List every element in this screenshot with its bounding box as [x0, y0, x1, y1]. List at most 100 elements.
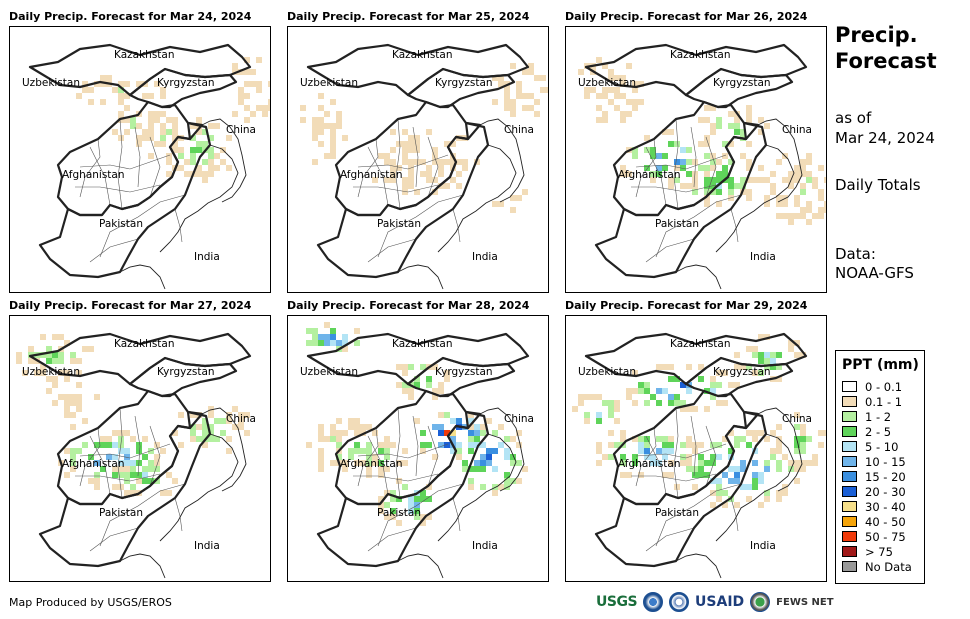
- legend-label: 2 - 5: [865, 424, 892, 439]
- usgs-logo: USGS: [596, 594, 638, 610]
- as-of-date: Mar 24, 2024: [835, 129, 935, 147]
- country-label-afghanistan: Afghanistan: [618, 169, 681, 181]
- legend-item: 40 - 50: [842, 514, 924, 529]
- totals-label: Daily Totals: [835, 176, 921, 194]
- country-label-india: India: [750, 540, 776, 552]
- legend-item: 0.1 - 1: [842, 394, 924, 409]
- country-label-afghanistan: Afghanistan: [340, 458, 403, 470]
- country-label-kazakhstan: Kazakhstan: [392, 49, 453, 61]
- border-layer: [584, 43, 808, 290]
- legend-label: 10 - 15: [865, 454, 906, 469]
- legend-label: 20 - 30: [865, 484, 906, 499]
- country-label-afghanistan: Afghanistan: [340, 169, 403, 181]
- fews-globe-icon: [750, 592, 771, 612]
- map-canvas: Kazakhstan Uzbekistan Kyrgyzstan China Afgha…: [578, 43, 826, 290]
- legend-label: 30 - 40: [865, 499, 906, 514]
- legend-swatch: [842, 516, 857, 527]
- data-source: NOAA-GFS: [835, 264, 914, 282]
- border-layer: [306, 332, 530, 579]
- country-label-china: China: [504, 124, 534, 136]
- usaid-logo: USAID: [695, 594, 745, 610]
- state-seal-icon: [669, 592, 690, 612]
- legend-label: 1 - 2: [865, 409, 892, 424]
- forecast-panel-5: Daily Precip. Forecast for Mar 28, 2024 …: [287, 299, 549, 582]
- panel-title: Daily Precip. Forecast for Mar 29, 2024: [565, 299, 808, 312]
- legend-item: 0 - 0.1: [842, 379, 924, 394]
- country-label-kazakhstan: Kazakhstan: [670, 49, 731, 61]
- country-label-kazakhstan: Kazakhstan: [392, 338, 453, 350]
- map-canvas: Kazakhstan Uzbekistan Kyrgyzstan China Afgha…: [22, 43, 270, 290]
- country-label-india: India: [472, 251, 498, 263]
- forecast-map: Kazakhstan Uzbekistan Kyrgyzstan China Afgha…: [9, 315, 271, 582]
- legend-label: 50 - 75: [865, 529, 906, 544]
- border-layer: [584, 332, 808, 579]
- legend-swatch: [842, 456, 857, 467]
- legend-item: 30 - 40: [842, 499, 924, 514]
- legend-item: No Data: [842, 559, 924, 574]
- country-label-china: China: [226, 124, 256, 136]
- country-label-india: India: [472, 540, 498, 552]
- noaa-logo-icon: [643, 592, 664, 612]
- country-label-kyrgyzstan: Kyrgyzstan: [713, 77, 771, 89]
- legend-item: 1 - 2: [842, 409, 924, 424]
- legend-item: 5 - 10: [842, 439, 924, 454]
- forecast-map: Kazakhstan Uzbekistan Kyrgyzstan China Afgha…: [565, 26, 827, 293]
- legend-swatch: [842, 531, 857, 542]
- country-label-uzbekistan: Uzbekistan: [578, 366, 636, 378]
- map-canvas: Kazakhstan Uzbekistan Kyrgyzstan China Afgha…: [300, 43, 548, 290]
- legend-label: 5 - 10: [865, 439, 899, 454]
- country-label-pakistan: Pakistan: [377, 507, 421, 519]
- country-label-kazakhstan: Kazakhstan: [114, 49, 175, 61]
- forecast-panel-1: Daily Precip. Forecast for Mar 24, 2024 …: [9, 10, 271, 293]
- legend-label: 0 - 0.1: [865, 379, 903, 394]
- precip-layer: [300, 63, 548, 213]
- legend-title: PPT (mm): [842, 357, 919, 373]
- country-label-pakistan: Pakistan: [377, 218, 421, 230]
- country-label-uzbekistan: Uzbekistan: [22, 77, 80, 89]
- legend-item: 2 - 5: [842, 424, 924, 439]
- legend-label: 0.1 - 1: [865, 394, 903, 409]
- legend-item: 10 - 15: [842, 454, 924, 469]
- country-label-pakistan: Pakistan: [655, 218, 699, 230]
- legend-item: 20 - 30: [842, 484, 924, 499]
- forecast-panel-2: Daily Precip. Forecast for Mar 25, 2024 …: [287, 10, 549, 293]
- forecast-panel-6: Daily Precip. Forecast for Mar 29, 2024 …: [565, 299, 827, 582]
- country-label-china: China: [226, 413, 256, 425]
- country-label-china: China: [504, 413, 534, 425]
- border-layer: [306, 43, 530, 290]
- forecast-panel-4: Daily Precip. Forecast for Mar 27, 2024 …: [9, 299, 271, 582]
- country-label-kyrgyzstan: Kyrgyzstan: [435, 366, 493, 378]
- precip-layer: [76, 57, 270, 183]
- country-label-india: India: [194, 540, 220, 552]
- country-label-afghanistan: Afghanistan: [62, 458, 125, 470]
- panel-title: Daily Precip. Forecast for Mar 28, 2024: [287, 299, 530, 312]
- forecast-map: Kazakhstan Uzbekistan Kyrgyzstan China Afgha…: [565, 315, 827, 582]
- legend-swatch: [842, 501, 857, 512]
- panel-title: Daily Precip. Forecast for Mar 24, 2024: [9, 10, 252, 23]
- country-label-kazakhstan: Kazakhstan: [670, 338, 731, 350]
- panel-title: Daily Precip. Forecast for Mar 26, 2024: [565, 10, 808, 23]
- credit-text: Map Produced by USGS/EROS: [9, 596, 172, 609]
- forecast-map: Kazakhstan Uzbekistan Kyrgyzstan China Afgha…: [9, 26, 271, 293]
- country-label-uzbekistan: Uzbekistan: [22, 366, 80, 378]
- legend-label: > 75: [865, 544, 893, 559]
- legend-swatch: [842, 411, 857, 422]
- country-label-kyrgyzstan: Kyrgyzstan: [713, 366, 771, 378]
- forecast-map: Kazakhstan Uzbekistan Kyrgyzstan China Afgha…: [287, 315, 549, 582]
- precip-layer: [16, 334, 250, 496]
- fews-net-logo: FEWS NET: [776, 596, 834, 608]
- legend-swatch: [842, 471, 857, 482]
- precip-layer: [572, 334, 826, 508]
- legend-swatch: [842, 546, 857, 557]
- legend-item: > 75: [842, 544, 924, 559]
- forecast-map: Kazakhstan Uzbekistan Kyrgyzstan China Afgha…: [287, 26, 549, 293]
- sidebar-title: Precip. Forecast: [835, 23, 937, 73]
- country-label-uzbekistan: Uzbekistan: [300, 77, 358, 89]
- country-label-kyrgyzstan: Kyrgyzstan: [157, 366, 215, 378]
- precip-layer: [306, 322, 528, 526]
- country-label-india: India: [194, 251, 220, 263]
- country-label-kyrgyzstan: Kyrgyzstan: [435, 77, 493, 89]
- legend-label: No Data: [865, 559, 912, 574]
